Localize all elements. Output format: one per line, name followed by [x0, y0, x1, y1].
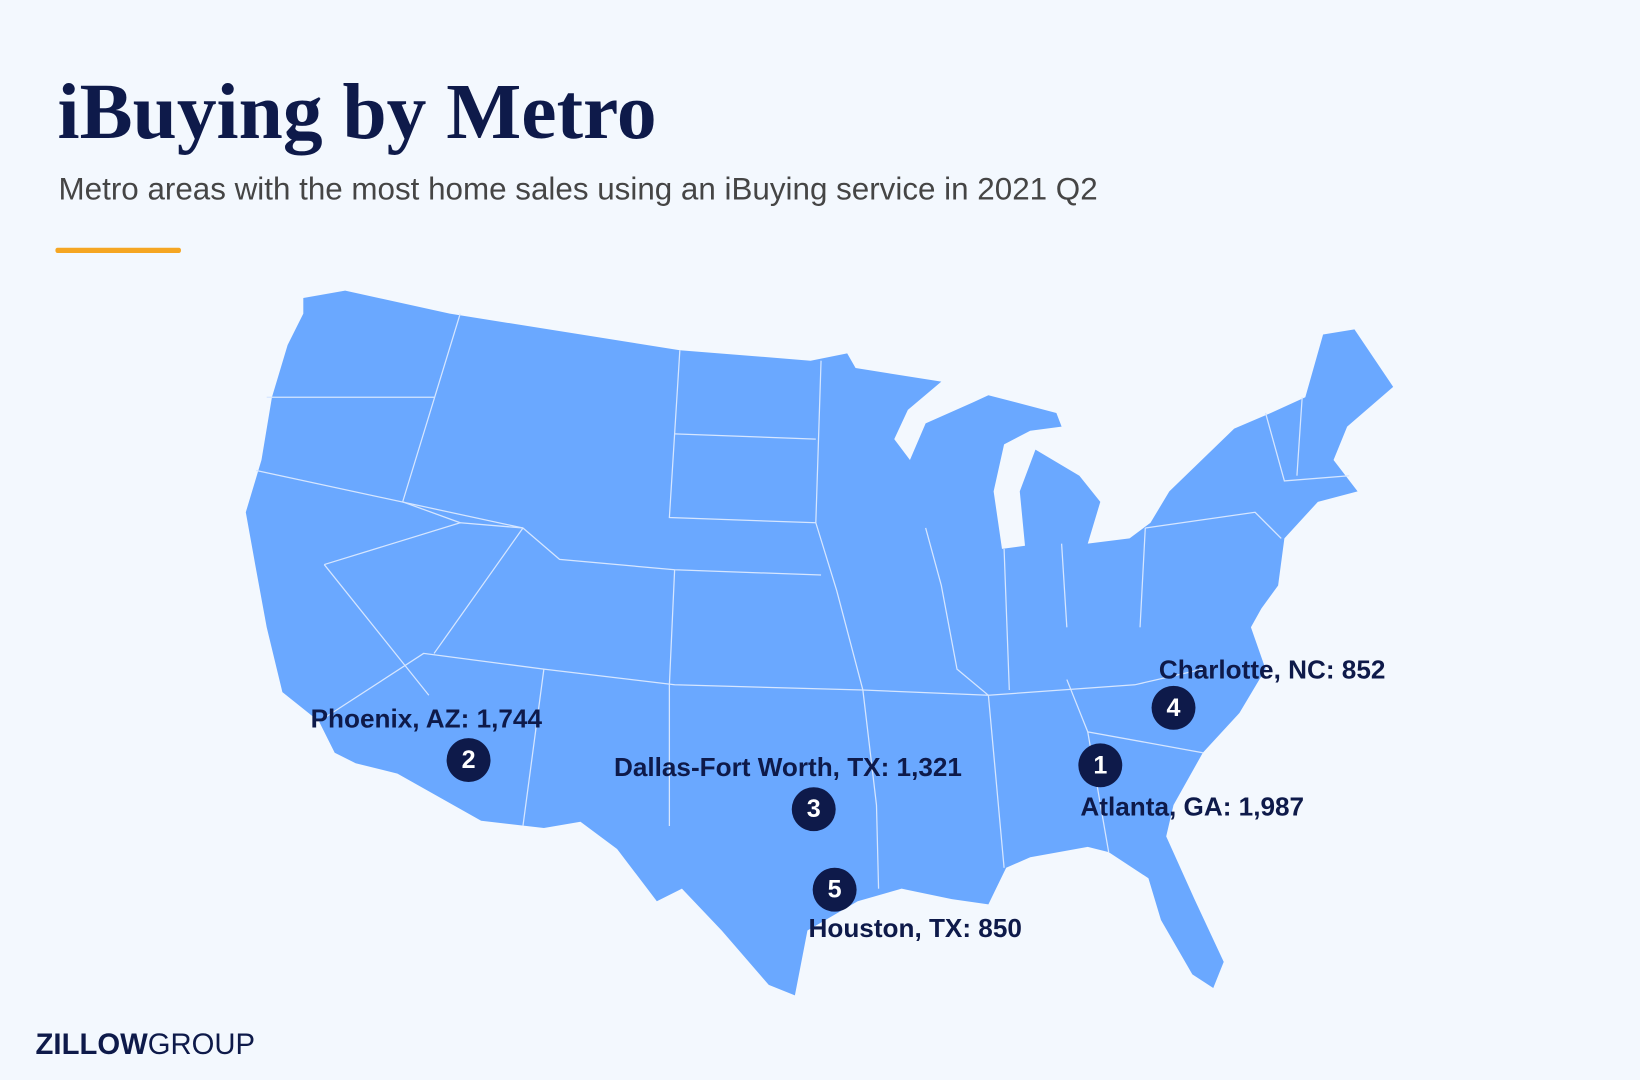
logo-suffix: GROUP: [148, 1029, 255, 1061]
marker: 2 Phoenix, AZ: 1,744: [311, 704, 543, 783]
marker-dot: [446, 738, 491, 783]
marker-rank: 2: [462, 746, 476, 774]
marker-rank: 5: [828, 876, 842, 904]
us-map: [245, 290, 1394, 996]
marker: 1 Atlanta, GA: 1,987: [1078, 743, 1304, 821]
marker: 4 Charlotte, NC: 852: [1151, 655, 1386, 730]
marker-rank: 3: [807, 795, 821, 823]
subtitle: Metro areas with the most home sales usi…: [59, 172, 1098, 207]
state-borders: [256, 313, 1350, 889]
marker-label: Charlotte, NC: 852: [1159, 655, 1386, 685]
marker-label: Dallas-Fort Worth, TX: 1,321: [614, 752, 962, 782]
marker: 3 Dallas-Fort Worth, TX: 1,321: [614, 752, 962, 832]
logo-brand: ZILLOW: [36, 1029, 149, 1061]
marker: 5 Houston, TX: 850: [808, 867, 1022, 943]
marker-dot: [1151, 685, 1196, 730]
marker-rank: 1: [1093, 751, 1107, 779]
title: iBuying by Metro: [58, 68, 657, 156]
marker-dot: [812, 867, 857, 912]
marker-dot: [1078, 743, 1123, 788]
accent-rule: [55, 247, 181, 254]
logo: ZILLOWGROUP: [36, 1029, 256, 1061]
marker-label: Phoenix, AZ: 1,744: [311, 704, 543, 734]
marker-rank: 4: [1167, 694, 1181, 722]
marker-dot: [791, 787, 836, 832]
marker-label: Atlanta, GA: 1,987: [1080, 791, 1304, 821]
us-outline: [245, 290, 1394, 996]
marker-label: Houston, TX: 850: [808, 913, 1021, 943]
